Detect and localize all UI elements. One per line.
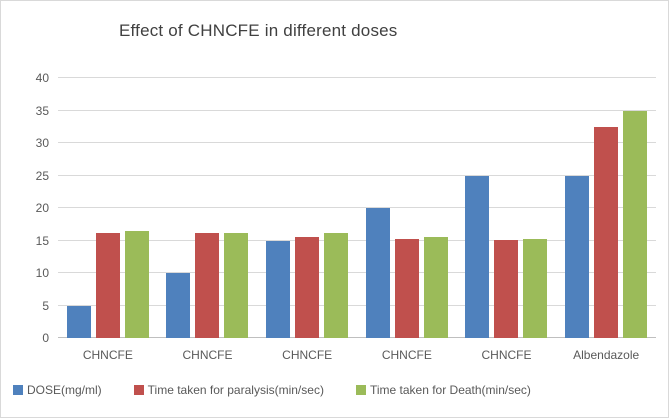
bar (365, 208, 390, 338)
bar-group (58, 78, 158, 338)
y-tick-label: 25 (35, 168, 49, 183)
bar (623, 110, 648, 338)
y-tick-label: 40 (35, 71, 49, 85)
legend-swatch-icon (13, 385, 23, 395)
legend-item: Time taken for paralysis(min/sec) (133, 383, 324, 397)
bar (494, 239, 519, 338)
bar-group (556, 78, 656, 338)
gridline (58, 272, 656, 273)
bar (66, 305, 91, 338)
gridline (58, 304, 656, 306)
x-category-label: CHNCFE (282, 348, 333, 362)
x-axis-line (58, 337, 656, 338)
x-category-label: Albendazole (573, 348, 640, 362)
bar (166, 273, 191, 338)
x-category-label: CHNCFE (182, 348, 233, 362)
gridline (58, 77, 656, 78)
bar (124, 230, 149, 338)
x-category-label: CHNCFE (82, 348, 133, 362)
x-category-label: CHNCFE (481, 348, 532, 362)
legend-item: DOSE(mg/ml) (13, 383, 102, 397)
legend-swatch-icon (355, 385, 366, 395)
bar (95, 233, 120, 338)
legend-label: Time taken for Death(min/sec) (369, 383, 531, 397)
gridline (58, 142, 656, 143)
bar (423, 237, 448, 338)
y-tick-label: 30 (35, 136, 49, 150)
gridline (58, 109, 656, 111)
y-tick-label: 20 (35, 201, 49, 215)
legend-item: Time taken for Death(min/sec) (355, 383, 531, 397)
bar-group (357, 78, 457, 338)
legend-label: DOSE(mg/ml) (27, 383, 102, 397)
y-tick-label: 10 (35, 266, 49, 280)
y-tick-label: 15 (35, 233, 49, 248)
bar (394, 238, 419, 338)
bar (295, 237, 320, 338)
legend-label: Time taken for paralysis(min/sec) (147, 383, 324, 397)
legend-swatch-icon (133, 385, 144, 395)
y-tick-label: 5 (42, 298, 49, 313)
bar (195, 233, 220, 338)
bar (324, 233, 349, 338)
bar-group (158, 78, 258, 338)
bar (266, 240, 291, 338)
gridline (58, 239, 656, 241)
bar (224, 232, 249, 338)
bar (465, 175, 490, 338)
bar (565, 175, 590, 338)
gridline (58, 207, 656, 208)
y-tick-label: 35 (35, 103, 49, 118)
bar-group (457, 78, 557, 338)
y-tick-label: 0 (42, 331, 49, 345)
gridline (58, 174, 656, 176)
x-category-label: CHNCFE (381, 348, 432, 362)
bar (594, 126, 619, 338)
legend: DOSE(mg/ml) Time taken for paralysis(min/… (13, 383, 531, 397)
bar (523, 239, 548, 338)
plot-area (58, 77, 656, 338)
bar-group (257, 78, 357, 338)
chart-title: Effect of CHNCFE in different doses (119, 21, 398, 40)
